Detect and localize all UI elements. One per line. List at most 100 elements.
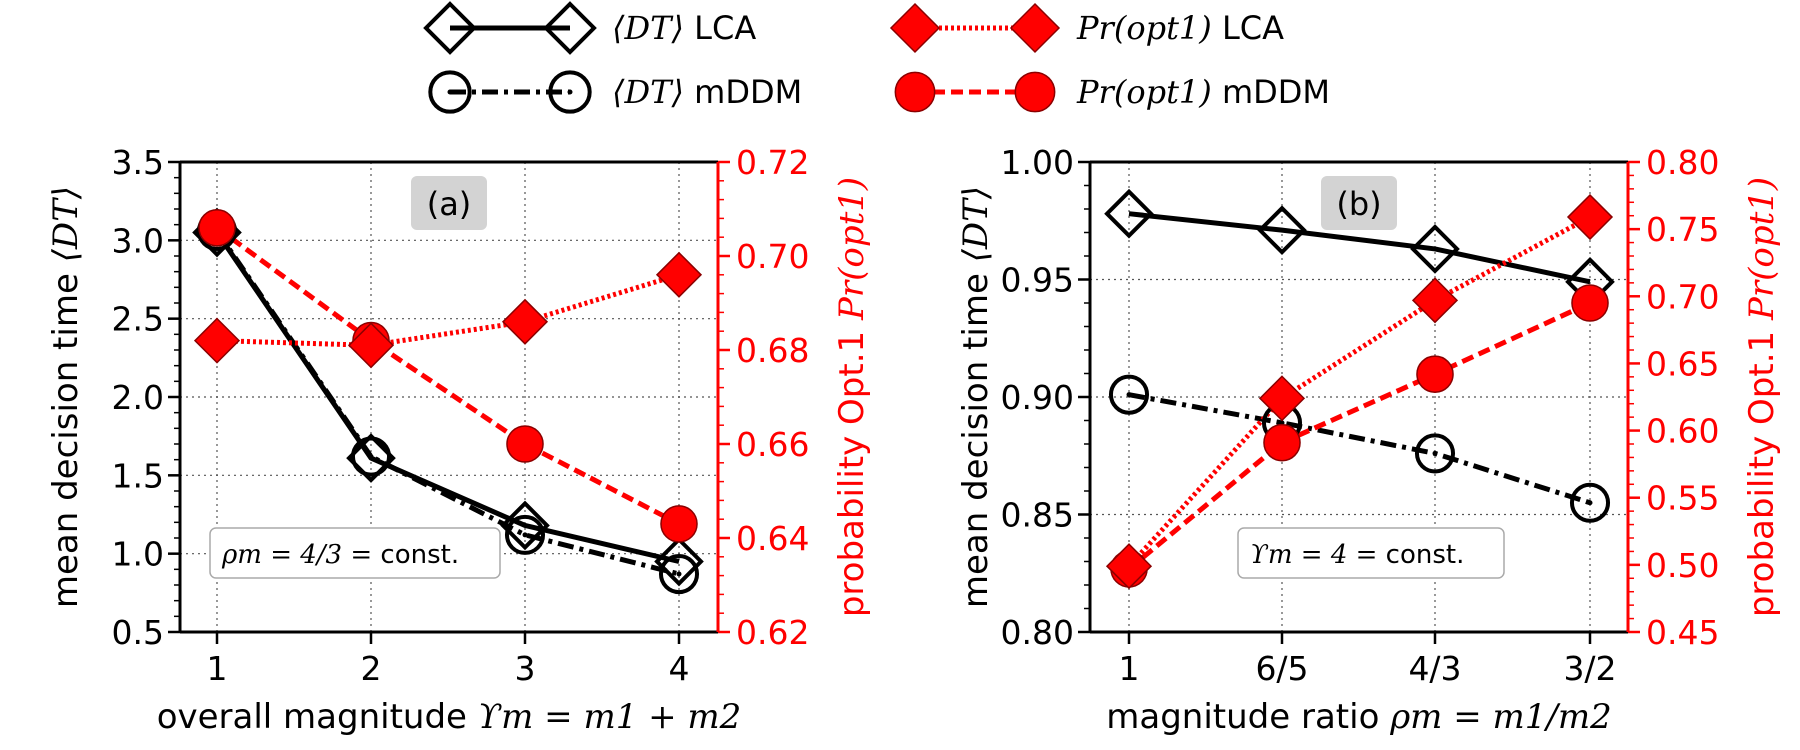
data-point-lca-pr-3 [1566, 193, 1614, 241]
tick-label-right: 0.45 [1646, 613, 1719, 652]
series-line-mddm-dt [214, 229, 680, 577]
series-line-lca-pr [216, 272, 680, 348]
legend-marker-start [894, 71, 936, 113]
data-point-mddm-pr-2 [1416, 355, 1454, 393]
annotation-text: ρm = 4/3 = const. [221, 540, 459, 570]
legend-marker-start [423, 1, 477, 55]
tick-label-left: 0.85 [1001, 496, 1074, 535]
tick-label-right: 0.64 [736, 519, 809, 558]
tick-label-right: 0.66 [736, 425, 809, 464]
series-line-lca-dt [1128, 211, 1591, 285]
legend-item-3: Pr(opt1) mDDM [894, 71, 1330, 113]
data-point-mddm-dt-0 [1108, 374, 1150, 415]
tick-label-x: 4/3 [1408, 649, 1461, 688]
tick-label-right: 0.50 [1646, 546, 1719, 585]
data-point-lca-pr-1 [347, 322, 395, 369]
data-point-mddm-dt-2-center [1432, 450, 1438, 456]
data-point-mddm-dt-3-center [676, 571, 682, 577]
data-point-mddm-pr-1 [1263, 423, 1301, 462]
tick-label-right: 0.68 [736, 331, 809, 370]
legend-item-1: ⟨DT⟩ mDDM [428, 70, 802, 114]
annotation-math: ρm = 4/3 = [221, 540, 372, 570]
tick-label-left: 0.5 [112, 613, 164, 652]
y-axis-label-left-math: ⟨DT⟩ [956, 186, 996, 262]
data-point-lca-dt-0 [1104, 188, 1154, 239]
y-axis-label-left-text: mean decision time [956, 262, 996, 608]
data-point-lca-pr-2 [1411, 277, 1459, 324]
tick-label-left: 2.0 [112, 378, 164, 417]
tick-label-x: 6/5 [1255, 649, 1308, 688]
series-line-mddm-pr [1127, 300, 1592, 571]
data-point-lca-pr-0 [1105, 543, 1153, 590]
data-point-mddm-dt-3 [1569, 482, 1611, 523]
tick-label-x: 3 [515, 649, 536, 688]
tick-label-left: 3.0 [112, 221, 164, 260]
legend-label: ⟨DT⟩ LCA [612, 9, 756, 47]
data-point-lca-pr-3 [655, 251, 703, 298]
tick-label-right: 0.55 [1646, 479, 1719, 518]
annotation-suffix: const. [372, 540, 459, 570]
y-axis-label-right-text: probability Opt.1 [832, 320, 872, 617]
tick-label-left: 0.90 [1001, 378, 1074, 417]
tick-label-x: 3/2 [1563, 649, 1616, 688]
legend-marker-end [548, 70, 592, 114]
legend-item-0: ⟨DT⟩ LCA [423, 1, 756, 55]
legend-marker-start [428, 70, 472, 114]
legend-marker-end [1014, 71, 1056, 113]
data-point-lca-dt-1 [1257, 205, 1307, 255]
series-line-mddm-pr [215, 225, 681, 527]
data-point-mddm-pr-3 [1571, 284, 1609, 322]
legend-label: Pr(opt1) LCA [1076, 9, 1284, 47]
y-axis-label-left: mean decision time ⟨DT⟩ [956, 186, 996, 608]
chart-panel-a: 0.5 1.0 1.5 2.0 2.5 3.0 3.5 0.62 0.64 0.66 0.68 0.7… [46, 143, 872, 737]
x-axis-label-text: magnitude ratio [1106, 697, 1390, 737]
data-point-mddm-dt-2-center [522, 532, 528, 538]
x-axis-label-math: ρm = m1/m2 [1389, 697, 1612, 737]
y-axis-label-left: mean decision time ⟨DT⟩ [46, 186, 86, 608]
data-point-mddm-pr-0 [198, 209, 236, 247]
tick-label-right: 0.70 [1646, 277, 1719, 316]
legend-label: Pr(opt1) mDDM [1076, 73, 1330, 111]
data-point-lca-dt-3 [654, 536, 704, 587]
legend-marker-start-center [447, 89, 453, 95]
tick-label-x: 4 [669, 649, 690, 688]
tick-label-right: 0.62 [736, 613, 809, 652]
tick-label-right: 0.60 [1646, 412, 1719, 451]
legend-label-math: ⟨DT⟩ [612, 9, 684, 47]
tick-label-right: 0.65 [1646, 344, 1719, 383]
x-axis-label: magnitude ratio ρm = m1/m2 [1106, 697, 1611, 737]
legend-marker-end [1009, 2, 1061, 54]
legend-marker-end [543, 1, 597, 55]
legend-label-math: Pr(opt1) [1076, 73, 1212, 111]
legend-marker-start [889, 2, 941, 54]
legend-label-model: LCA [684, 9, 756, 47]
tick-label-right: 0.70 [736, 237, 809, 276]
legend-item-2: Pr(opt1) LCA [889, 2, 1284, 54]
annotation-box [209, 527, 501, 579]
annotation-text: ϒm = 4 = const. [1250, 540, 1464, 570]
tick-label-left: 1.0 [112, 535, 164, 574]
data-point-lca-pr-0 [193, 317, 241, 364]
panel-label: (a) [427, 185, 472, 223]
legend-label-model: mDDM [684, 73, 802, 111]
legend-label: ⟨DT⟩ mDDM [612, 73, 802, 111]
chart-panel-b: 0.80 0.85 0.90 0.95 1.00 0.45 0.50 0.55 0.60 0.65… [956, 143, 1782, 737]
data-point-mddm-dt-2 [504, 514, 546, 555]
x-axis-label: overall magnitude ϒm = m1 + m2 [157, 697, 742, 737]
y-axis-label-right: probability Opt.1 Pr(opt1) [1742, 177, 1782, 617]
tick-label-right: 0.72 [736, 143, 809, 182]
data-point-mddm-dt-2 [1414, 433, 1456, 474]
tick-label-right: 0.75 [1646, 210, 1719, 249]
tick-label-x: 2 [361, 649, 382, 688]
tick-label-left: 0.95 [1001, 261, 1074, 300]
y-axis-label-right-math: Pr(opt1) [832, 177, 872, 321]
data-point-lca-dt-1 [346, 433, 396, 483]
annotation-suffix: const. [1377, 540, 1464, 570]
legend-marker-end-center [567, 89, 573, 95]
data-point-lca-dt-2 [1410, 224, 1460, 274]
data-point-lca-pr-1 [1258, 375, 1306, 422]
tick-label-left: 3.5 [112, 143, 164, 182]
legend-label-math: Pr(opt1) [1076, 9, 1212, 47]
